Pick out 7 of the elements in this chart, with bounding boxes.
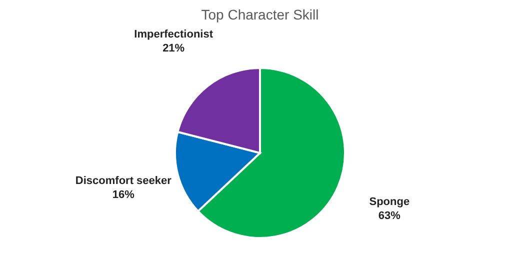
slice-label: Imperfectionist [134,28,214,41]
slice-label: Sponge [369,196,410,208]
data-label: 16% [112,189,135,202]
data-label: 21% [162,42,185,55]
data-label: 63% [378,210,401,222]
chart-title: Top Character Skill [201,6,319,23]
slice-label: Discomfort seeker [75,175,172,188]
